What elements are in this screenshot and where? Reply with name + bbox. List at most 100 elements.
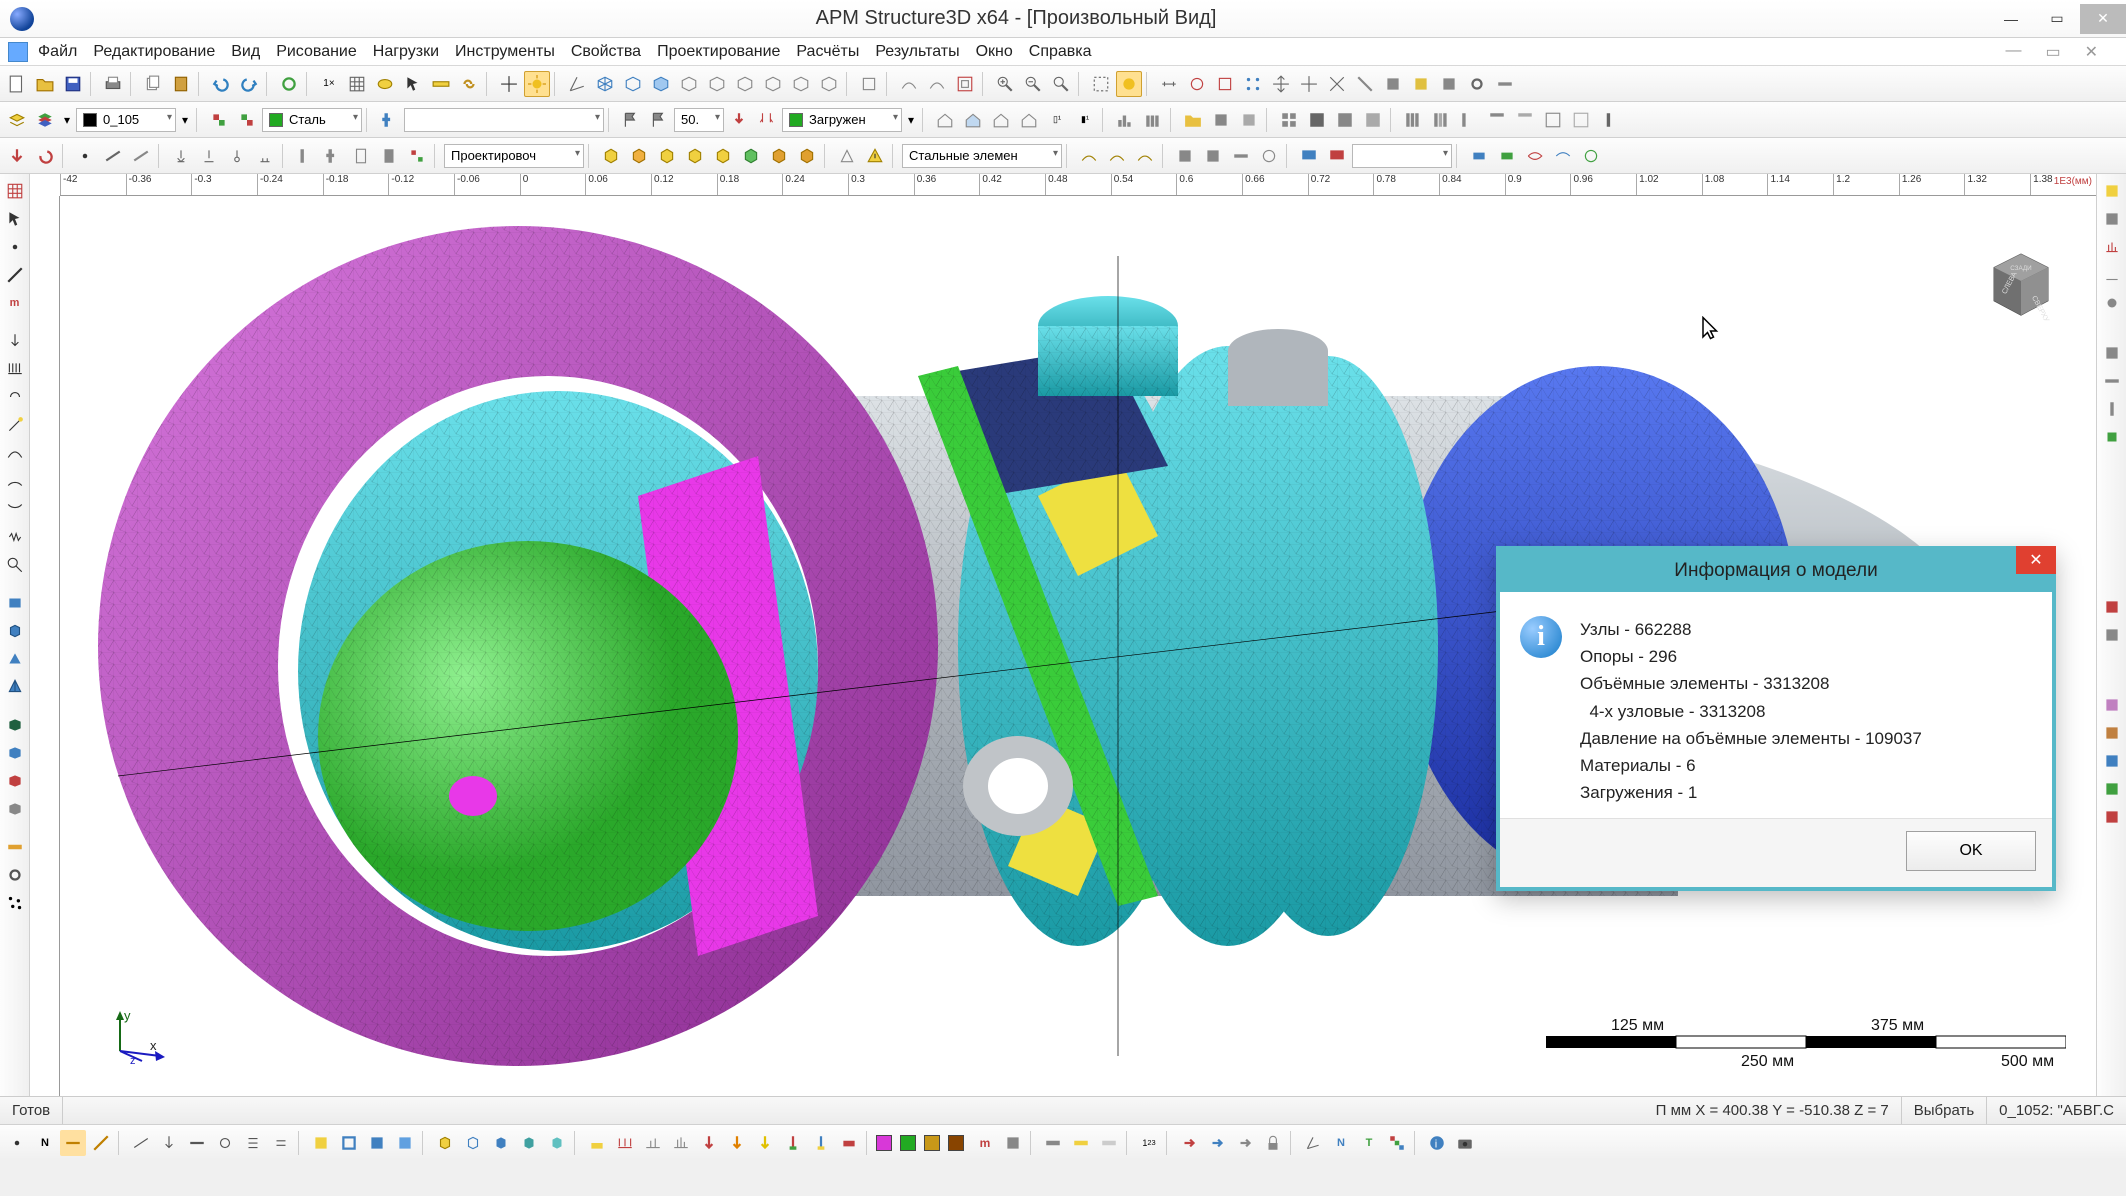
loading-dd-icon[interactable]: ▾	[904, 107, 918, 133]
cut-plane-icon[interactable]	[1352, 71, 1378, 97]
rt-red-icon[interactable]	[2099, 594, 2125, 620]
gear-icon[interactable]	[1464, 71, 1490, 97]
canvas-3d[interactable]: СЛЕВА СВЕРХУ СЗАДИ y x z 125 мм 375 мм	[60, 196, 2096, 1096]
sb2-icon[interactable]	[1200, 143, 1226, 169]
bt-ld1-icon[interactable]	[584, 1130, 610, 1156]
bt-xyz-icon[interactable]	[1300, 1130, 1326, 1156]
lt-curve-icon[interactable]	[2, 440, 28, 466]
print-icon[interactable]	[100, 71, 126, 97]
bt-sq3-icon[interactable]	[364, 1130, 390, 1156]
down-red-icon[interactable]	[4, 143, 30, 169]
bt-double-icon[interactable]	[268, 1130, 294, 1156]
bt-f4-icon[interactable]	[780, 1130, 806, 1156]
lt-fo-icon[interactable]	[2, 834, 28, 860]
lt-pyra-icon[interactable]	[2, 674, 28, 700]
bt-cu3-icon[interactable]	[488, 1130, 514, 1156]
bt-end1-icon[interactable]	[1000, 1130, 1026, 1156]
section-icon[interactable]	[376, 107, 402, 133]
snap-icon[interactable]	[1324, 71, 1350, 97]
bt-info-icon[interactable]: i	[1424, 1130, 1450, 1156]
palette-color[interactable]	[924, 1135, 940, 1151]
bars3-icon[interactable]	[1400, 107, 1426, 133]
bt-ld2-icon[interactable]	[612, 1130, 638, 1156]
rt-c2-icon[interactable]	[2099, 720, 2125, 746]
material-combo[interactable]: Сталь	[262, 108, 362, 132]
iso7-icon[interactable]	[760, 71, 786, 97]
tool-b-icon[interactable]	[1408, 71, 1434, 97]
copy-icon[interactable]	[140, 71, 166, 97]
bt-ar1-icon[interactable]	[1176, 1130, 1202, 1156]
rt-8-icon[interactable]	[2099, 396, 2125, 422]
layer-dd2-icon[interactable]: ▾	[178, 107, 192, 133]
bt-f6-icon[interactable]	[836, 1130, 862, 1156]
menu-results[interactable]: Результаты	[875, 43, 959, 61]
viewport[interactable]: -42 -0.36 -0.3 -0.24 -0.18 -0.12 -0.06 0…	[30, 174, 2096, 1096]
axis-icon[interactable]	[564, 71, 590, 97]
zoom-icon[interactable]	[1048, 71, 1074, 97]
bars2-icon[interactable]	[1140, 107, 1166, 133]
flag1-icon[interactable]	[618, 107, 644, 133]
menu-draw[interactable]: Рисование	[276, 43, 357, 61]
sec1-icon[interactable]	[292, 143, 318, 169]
iso8-icon[interactable]	[788, 71, 814, 97]
dialog-close-button[interactable]: ✕	[2016, 546, 2056, 574]
bt-N-icon[interactable]: N	[1328, 1130, 1354, 1156]
tool-d-icon[interactable]	[1492, 71, 1518, 97]
box1-icon[interactable]	[1208, 107, 1234, 133]
rt-c1-icon[interactable]	[2099, 692, 2125, 718]
bt-sq1-icon[interactable]	[308, 1130, 334, 1156]
lt-moment-icon[interactable]	[2, 384, 28, 410]
open-icon[interactable]	[32, 71, 58, 97]
ok-button[interactable]: OK	[1906, 831, 2036, 871]
curve1-icon[interactable]	[896, 71, 922, 97]
sec4-icon[interactable]	[376, 143, 402, 169]
hex2-icon[interactable]	[626, 143, 652, 169]
bt-lock-icon[interactable]	[1260, 1130, 1286, 1156]
hex5-icon[interactable]	[710, 143, 736, 169]
bt-bm3-icon[interactable]	[1096, 1130, 1122, 1156]
lt-arc2-icon[interactable]	[2, 496, 28, 522]
measure-icon[interactable]	[428, 71, 454, 97]
mdi-minimize[interactable]: —	[2005, 42, 2021, 62]
dialog-titlebar[interactable]: Информация о модели ✕	[1500, 550, 2052, 592]
grid-icon[interactable]	[344, 71, 370, 97]
iso6-icon[interactable]	[732, 71, 758, 97]
menu-design[interactable]: Проектирование	[657, 43, 780, 61]
move-all-icon[interactable]	[1268, 71, 1294, 97]
bt-bm2-icon[interactable]	[1068, 1130, 1094, 1156]
lt-line-icon[interactable]	[2, 262, 28, 288]
lt-cube-icon[interactable]	[2, 618, 28, 644]
palette-color[interactable]	[876, 1135, 892, 1151]
dim3-icon[interactable]	[1212, 71, 1238, 97]
section-combo[interactable]	[404, 108, 604, 132]
bt-circ-icon[interactable]	[212, 1130, 238, 1156]
load-value-input[interactable]: 50.	[674, 108, 724, 132]
bt-h3-icon[interactable]	[184, 1130, 210, 1156]
bars9-icon[interactable]	[1568, 107, 1594, 133]
pointer-icon[interactable]	[400, 71, 426, 97]
end1-icon[interactable]	[1466, 143, 1492, 169]
dim2-icon[interactable]	[1184, 71, 1210, 97]
paste-icon[interactable]	[168, 71, 194, 97]
support1-icon[interactable]	[168, 143, 194, 169]
rt-2-icon[interactable]	[2099, 206, 2125, 232]
bars7-icon[interactable]	[1512, 107, 1538, 133]
lt-scatter-icon[interactable]	[2, 890, 28, 916]
support3-icon[interactable]	[224, 143, 250, 169]
end-icon[interactable]	[1596, 107, 1622, 133]
bt-sq4-icon[interactable]	[392, 1130, 418, 1156]
bars1-icon[interactable]	[1112, 107, 1138, 133]
rt-c5-icon[interactable]	[2099, 804, 2125, 830]
iso1-icon[interactable]	[592, 71, 618, 97]
support4-icon[interactable]	[252, 143, 278, 169]
link-icon[interactable]	[456, 71, 482, 97]
home1-icon[interactable]	[932, 107, 958, 133]
sa3-icon[interactable]	[1132, 143, 1158, 169]
bt-line-icon[interactable]	[128, 1130, 154, 1156]
grid2-icon[interactable]	[1276, 107, 1302, 133]
bt-bm1-icon[interactable]	[1040, 1130, 1066, 1156]
dim1-icon[interactable]	[1156, 71, 1182, 97]
mdi-close[interactable]: ✕	[2085, 42, 2098, 62]
bt-m-icon[interactable]: m	[972, 1130, 998, 1156]
mdi-restore[interactable]: ▭	[2045, 42, 2060, 62]
